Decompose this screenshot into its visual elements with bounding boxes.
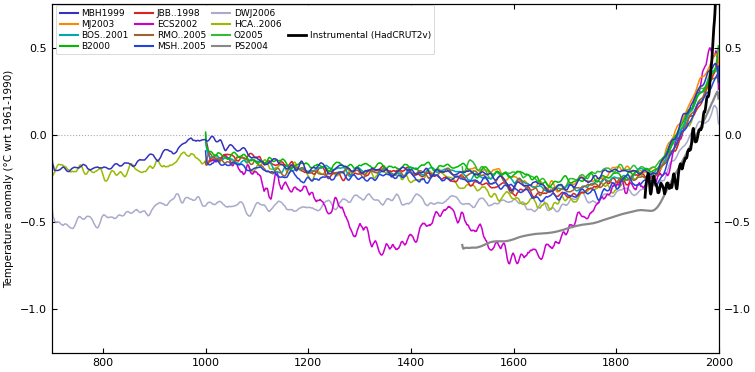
Y-axis label: Temperature anomaly (°C wrt 1961-1990): Temperature anomaly (°C wrt 1961-1990) (5, 70, 14, 288)
Legend: MBH1999, MJ2003, BOS..2001, B2000, JBB..1998, ECS2002, RMO..2005, MSH..2005, DWJ: MBH1999, MJ2003, BOS..2001, B2000, JBB..… (56, 5, 434, 54)
